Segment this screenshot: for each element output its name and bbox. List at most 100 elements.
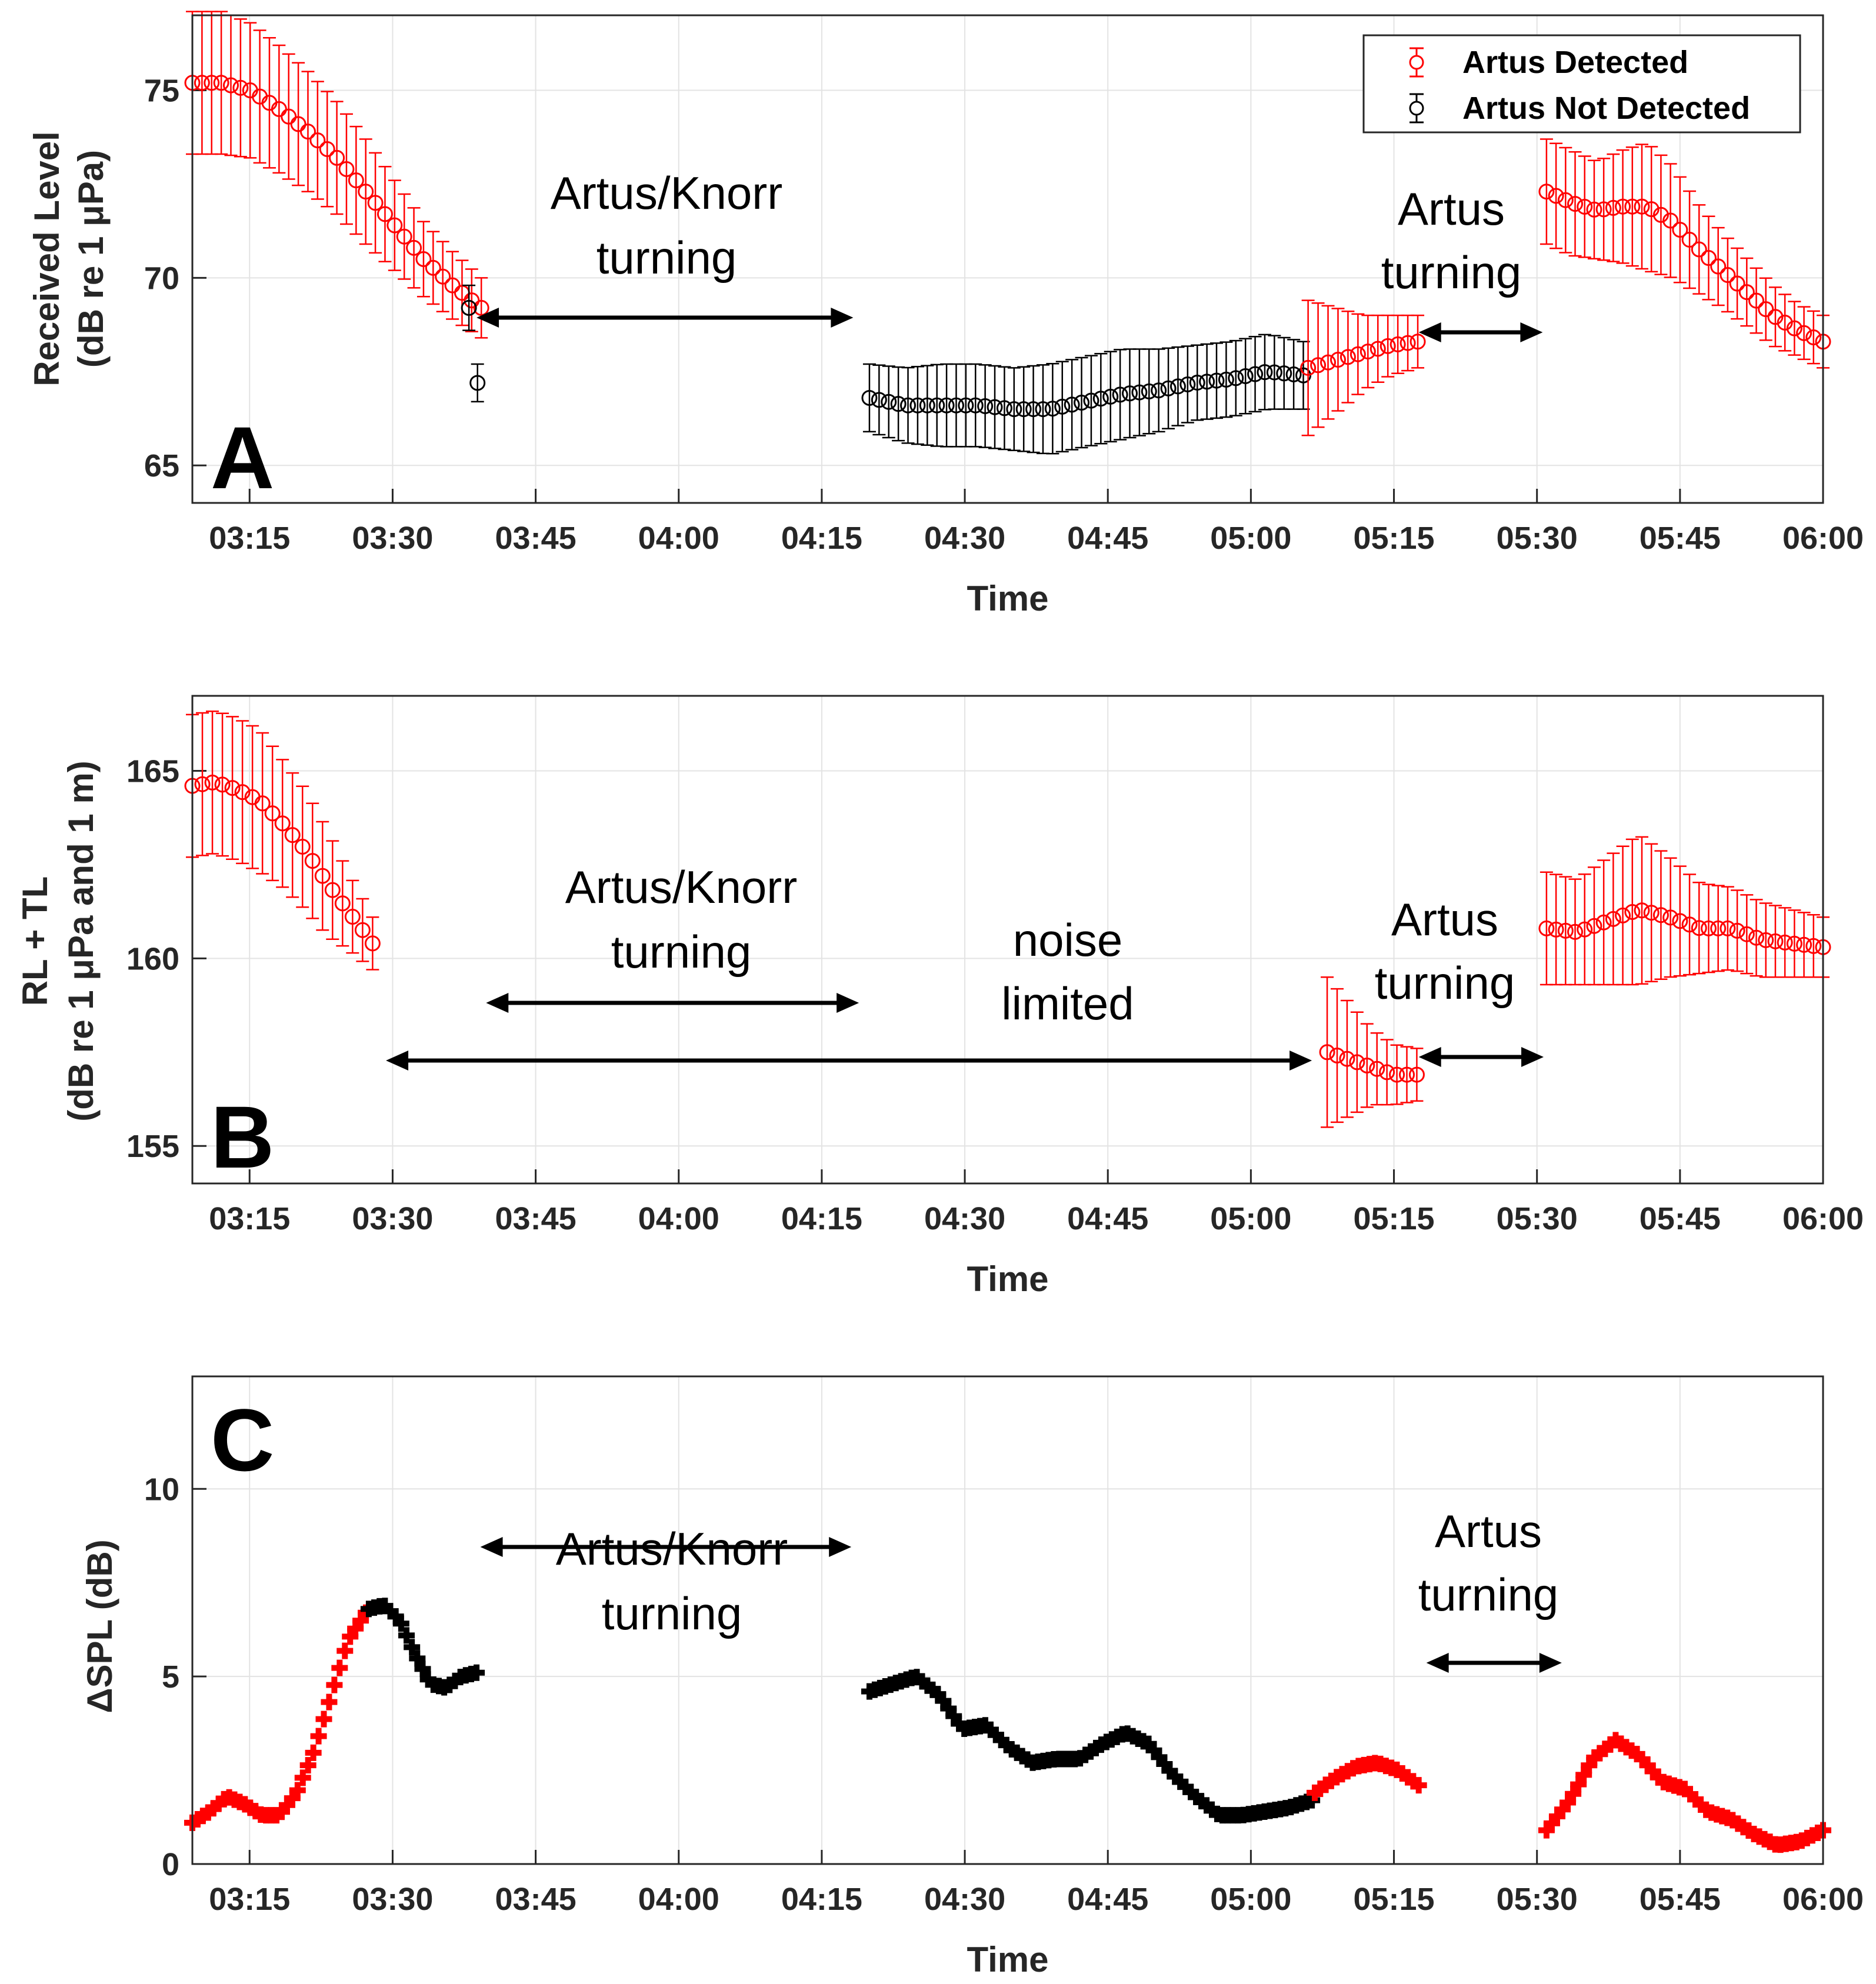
x-tick-label-c: 03:45 [495,1882,577,1917]
arrowhead-left [1418,1047,1441,1067]
legend: Artus Detected Artus Not Detected [1362,34,1801,134]
data-point-a [469,375,486,391]
data-point-c [321,1693,338,1710]
data-point-a [881,394,897,410]
data-point-b [1379,1064,1395,1081]
data-point-a [1548,188,1564,204]
data-point-c [404,1639,421,1656]
data-point-b [1700,920,1717,936]
y-tick-label-c: 0 [162,1847,179,1882]
data-point-c [315,1710,332,1728]
data-point-a [1796,325,1812,341]
annotation-arrow-b [386,1051,1312,1071]
data-point-a [1247,366,1264,382]
data-point-b [1710,920,1727,936]
data-point-a [1276,365,1292,382]
panel-letter-a: A [211,408,274,507]
arrows-a [477,308,1543,342]
data-point-a [461,299,477,316]
x-tick-label-c: 05:45 [1640,1882,1721,1917]
data-point-a [1389,336,1406,352]
data-point-c [305,1744,322,1761]
panel-b: 155 160 165 03:15 03:30 03:45 04:00 04:15 04:30… [15,695,1864,1299]
data-point-a [1131,384,1148,401]
y-ticks-c: 0 5 10 [144,1472,179,1882]
arrowhead-left [477,308,499,328]
data-point-a [435,268,451,285]
panel-c: 0 5 10 03:15 03:30 03:45 04:00 04:15 04:30 04:45… [80,1375,1864,1979]
panel-letter-c: C [211,1391,274,1489]
data-point-a [1218,371,1234,388]
data-point-b [1672,913,1688,929]
data-point-b [224,780,241,796]
data-point-b [304,853,321,869]
data-point-b [1796,936,1812,953]
x-ticks-b: 03:15 03:30 03:45 04:00 04:15 04:30 04:45 05:00… [209,1201,1864,1236]
annotation-a-artus-line1: Artus [1398,183,1505,235]
data-point-a [1557,192,1574,208]
data-point-b [1577,921,1593,938]
data-point-b [234,784,251,801]
data-point-a [929,397,945,414]
data-point-a [1300,359,1317,376]
x-tick-label-a: 04:00 [638,521,719,556]
y-axis-label-a-line1: Received Level [27,131,66,386]
data-point-a [396,228,412,245]
annotation-b-knorr-line2: turning [611,926,752,978]
data-point-b [1729,922,1745,939]
x-ticks-c: 03:15 03:30 03:45 04:00 04:15 04:30 04:45 05:00… [209,1882,1864,1917]
axes-box-c [191,1375,1824,1865]
data-point-a [1112,386,1128,403]
annotation-arrow-a [1418,322,1543,342]
data-point-b [1738,926,1755,942]
data-point-a [1329,352,1346,368]
y-axis-label-b-line2: (dB re 1 μPa and 1 m) [61,761,101,1122]
data-point-a [987,399,1003,415]
y-tick-label-b: 155 [126,1129,179,1164]
data-point-a [1064,396,1080,413]
data-point-b [1758,932,1774,948]
data-point-b [364,935,381,952]
data-point-a [299,124,316,140]
x-tick-label-c: 04:30 [924,1882,1005,1917]
data-point-b [264,805,281,822]
x-tick-label-a: 06:00 [1782,521,1864,556]
data-point-a [358,184,374,200]
x-tick-label-a: 03:15 [209,521,290,556]
y-ticks-a: 65 70 75 [144,74,179,484]
x-tick-label-b: 05:00 [1210,1201,1291,1236]
data-point-a [919,397,935,414]
panel-a: 65 70 75 03:15 03:30 03:45 04:00 04:15 04:30 04:… [27,11,1864,618]
data-point-a [222,77,239,94]
annotation-arrow-b [1418,1047,1544,1067]
data-point-b [1652,907,1669,923]
data-point-a [1662,212,1679,229]
data-point-a [406,239,422,256]
data-point-a [1379,338,1396,354]
data-point-a [415,251,432,267]
data-point-b [344,909,361,925]
data-point-a [1710,258,1727,275]
data-point-a [213,75,229,91]
data-point-a [1681,232,1698,248]
data-point-b [1369,1061,1385,1077]
data-point-b [1349,1054,1365,1071]
x-tick-label-a: 05:30 [1497,521,1578,556]
data-point-b [1329,1047,1345,1063]
data-point-b [1586,918,1602,934]
data-point-a [1786,320,1802,336]
data-point-c [289,1782,306,1799]
data-point-b [254,795,271,812]
data-point-a [1399,335,1416,351]
data-point-c [326,1676,343,1693]
axes-box-a [191,14,1824,504]
data-point-a [1349,346,1366,362]
x-tick-label-b: 06:00 [1782,1201,1864,1236]
data-point-a [473,299,489,316]
data-point-a [1720,267,1736,284]
data-point-a [1624,198,1641,215]
annotation-b-noise-line1: noise [1013,914,1122,966]
annotation-c-artus-line1: Artus [1435,1505,1542,1557]
x-tick-label-c: 05:30 [1497,1882,1578,1917]
data-point-b [354,922,371,938]
